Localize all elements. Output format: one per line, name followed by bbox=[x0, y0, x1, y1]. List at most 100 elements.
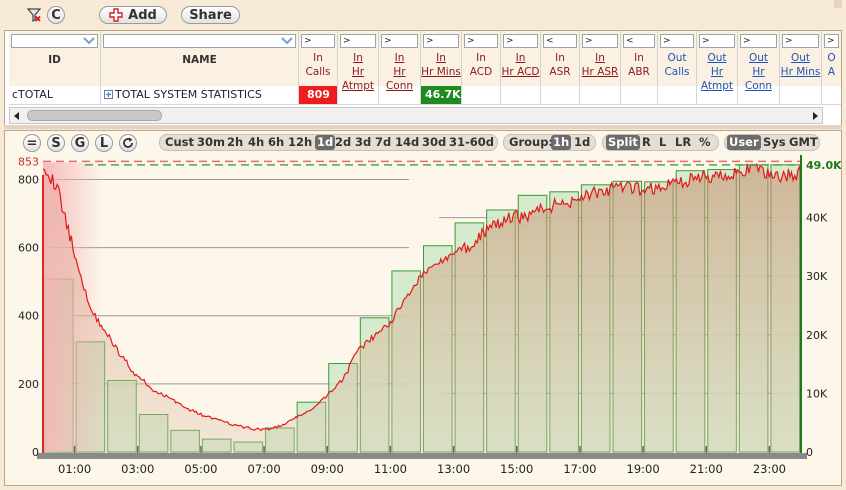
timezone-button-gmt[interactable]: GMT bbox=[789, 135, 818, 149]
range-button-2d[interactable]: 2d bbox=[335, 135, 352, 149]
x-tick-label: 17:00 bbox=[563, 462, 596, 476]
plus-icon bbox=[109, 8, 123, 22]
filter-input-in-hr-acd[interactable]: > bbox=[503, 34, 538, 48]
column-header-out-hr-conn[interactable]: > Out Hr Conn bbox=[738, 31, 780, 92]
column-label-in-hr-acd: In Hr ACD bbox=[501, 52, 540, 78]
filter-input-in-hr-asr[interactable]: > bbox=[582, 34, 618, 48]
calls-area-highlight bbox=[43, 162, 103, 452]
column-header-out-more[interactable]: > O A bbox=[822, 31, 841, 86]
right-tick-label: 20K bbox=[806, 329, 828, 342]
statistics-grid: ID cTOTAL NAME TOTAL SYSTEM STATISTICS > In Ca… bbox=[4, 30, 842, 128]
column-header-in-hr-conn[interactable]: > In Hr Conn bbox=[379, 31, 421, 92]
filter-input-in-acd[interactable]: > bbox=[464, 34, 498, 48]
refresh-button[interactable] bbox=[119, 134, 137, 152]
chart-g-button[interactable]: G bbox=[71, 134, 89, 152]
group-button-group bbox=[503, 134, 596, 151]
range-button-6h[interactable]: 6h bbox=[268, 135, 285, 149]
range-button-2h[interactable]: 2h bbox=[227, 135, 244, 149]
column-label-in-hr-mins: In Hr Mins bbox=[421, 52, 461, 78]
filter-input-out-hr-mins[interactable]: > bbox=[782, 34, 819, 48]
filter-input-id[interactable] bbox=[11, 34, 98, 48]
minutes-max-label: 49.0K bbox=[806, 159, 841, 172]
range-button-3d[interactable]: 3d bbox=[355, 135, 372, 149]
column-label-in-calls: In Calls bbox=[305, 52, 331, 78]
column-header-name[interactable]: NAME bbox=[101, 31, 299, 86]
filter-input-out-hr-conn[interactable]: > bbox=[740, 34, 777, 48]
group-button-1d[interactable]: 1d bbox=[574, 135, 591, 149]
range-button-30d[interactable]: 30d bbox=[422, 135, 447, 149]
clear-filter-icon[interactable] bbox=[24, 5, 44, 25]
cell-in-hr-conn bbox=[379, 86, 421, 105]
range-button-7d[interactable]: 7d bbox=[375, 135, 392, 149]
filter-input-in-calls[interactable]: > bbox=[301, 34, 335, 48]
filter-input-out-hr-attmpt[interactable]: > bbox=[699, 34, 735, 48]
cell-out-calls bbox=[658, 86, 697, 105]
column-header-in-hr-mins[interactable]: > In Hr Mins bbox=[421, 31, 462, 86]
cell-name[interactable]: TOTAL SYSTEM STATISTICS bbox=[101, 86, 299, 105]
filter-input-name[interactable] bbox=[103, 34, 296, 48]
chart-l-button[interactable]: L bbox=[95, 134, 113, 152]
filter-input-in-asr[interactable]: < bbox=[543, 34, 577, 48]
cell-in-acd bbox=[462, 86, 501, 105]
cell-in-hr-mins: 46.7K bbox=[421, 86, 462, 105]
calls-area-fill bbox=[43, 164, 801, 452]
x-tick-label: 01:00 bbox=[58, 462, 91, 476]
share-button[interactable]: Share bbox=[181, 6, 240, 24]
x-tick-label: 19:00 bbox=[627, 462, 660, 476]
column-header-in-hr-acd[interactable]: > In Hr ACD bbox=[501, 31, 541, 86]
filter-input-out-more[interactable]: > bbox=[824, 34, 839, 48]
chart-s-button[interactable]: S bbox=[47, 134, 65, 152]
range-button-30m[interactable]: 30m bbox=[197, 135, 225, 149]
filter-input-in-abr[interactable]: < bbox=[623, 34, 655, 48]
chevron-down-icon[interactable] bbox=[83, 37, 95, 45]
left-tick-label: 400 bbox=[18, 310, 39, 323]
add-button[interactable]: Add bbox=[99, 6, 167, 24]
filter-input-in-hr-mins[interactable]: > bbox=[423, 34, 459, 48]
split-button-[interactable]: % bbox=[699, 135, 711, 149]
clear-button[interactable]: C bbox=[47, 6, 65, 24]
horizontal-scrollbar[interactable] bbox=[9, 107, 823, 124]
column-header-out-hr-attmpt[interactable]: > Out Hr Atmpt bbox=[697, 31, 738, 92]
calls-line bbox=[42, 163, 802, 432]
group-button-1h[interactable]: 1h bbox=[551, 135, 572, 150]
column-header-in-calls[interactable]: > In Calls bbox=[299, 31, 338, 86]
expand-icon[interactable] bbox=[104, 90, 113, 99]
column-header-in-hr-attmpt[interactable]: > In Hr Atmpt bbox=[338, 31, 379, 92]
filter-input-in-hr-conn[interactable]: > bbox=[381, 34, 418, 48]
split-button-r[interactable]: R bbox=[642, 135, 651, 149]
column-header-in-hr-asr[interactable]: > In Hr ASR bbox=[580, 31, 621, 86]
column-header-id[interactable]: ID bbox=[9, 31, 101, 86]
filter-input-out-calls[interactable]: > bbox=[660, 34, 694, 48]
split-button-lr[interactable]: LR bbox=[675, 135, 692, 149]
timezone-button-user[interactable]: User bbox=[727, 135, 761, 150]
scroll-thumb[interactable] bbox=[27, 110, 162, 121]
scroll-left-icon[interactable] bbox=[10, 108, 24, 123]
range-button-4h[interactable]: 4h bbox=[248, 135, 265, 149]
panel-splitter[interactable] bbox=[4, 125, 842, 129]
x-tick-label: 15:00 bbox=[500, 462, 533, 476]
add-button-label: Add bbox=[128, 7, 157, 23]
chevron-down-icon[interactable] bbox=[281, 37, 293, 45]
range-button-14d[interactable]: 14d bbox=[395, 135, 420, 149]
column-header-in-asr[interactable]: < In ASR bbox=[541, 31, 580, 86]
split-button-split[interactable]: Split bbox=[606, 135, 640, 150]
timezone-button-sys[interactable]: Sys bbox=[763, 135, 786, 149]
column-header-in-acd[interactable]: > In ACD bbox=[462, 31, 501, 86]
calls-minutes-chart: 0 200 400 600 800 853 0 10K 20K 30K 40K 49.0K 01:00 0… bbox=[18, 155, 841, 476]
chart-menu-button[interactable]: = bbox=[23, 134, 41, 152]
x-axis-bar bbox=[37, 453, 807, 459]
column-label-in-hr-attmpt: In Hr Atmpt bbox=[341, 52, 375, 92]
cell-in-asr bbox=[541, 86, 580, 105]
group-label: Group: bbox=[509, 135, 554, 149]
column-header-out-calls[interactable]: > Out Calls bbox=[658, 31, 697, 86]
range-button-12h[interactable]: 12h bbox=[288, 135, 313, 149]
scroll-right-icon[interactable] bbox=[808, 108, 822, 123]
column-header-out-hr-mins[interactable]: > Out Hr Mins bbox=[780, 31, 822, 86]
split-button-l[interactable]: L bbox=[659, 135, 667, 149]
range-button-3160d[interactable]: 31-60d bbox=[449, 135, 495, 149]
range-button-cust[interactable]: Cust bbox=[165, 135, 194, 149]
column-header-in-abr[interactable]: < In ABR bbox=[621, 31, 658, 86]
range-button-1d[interactable]: 1d bbox=[315, 135, 336, 150]
left-tick-label: 600 bbox=[18, 242, 39, 255]
filter-input-in-hr-attmpt[interactable]: > bbox=[340, 34, 376, 48]
